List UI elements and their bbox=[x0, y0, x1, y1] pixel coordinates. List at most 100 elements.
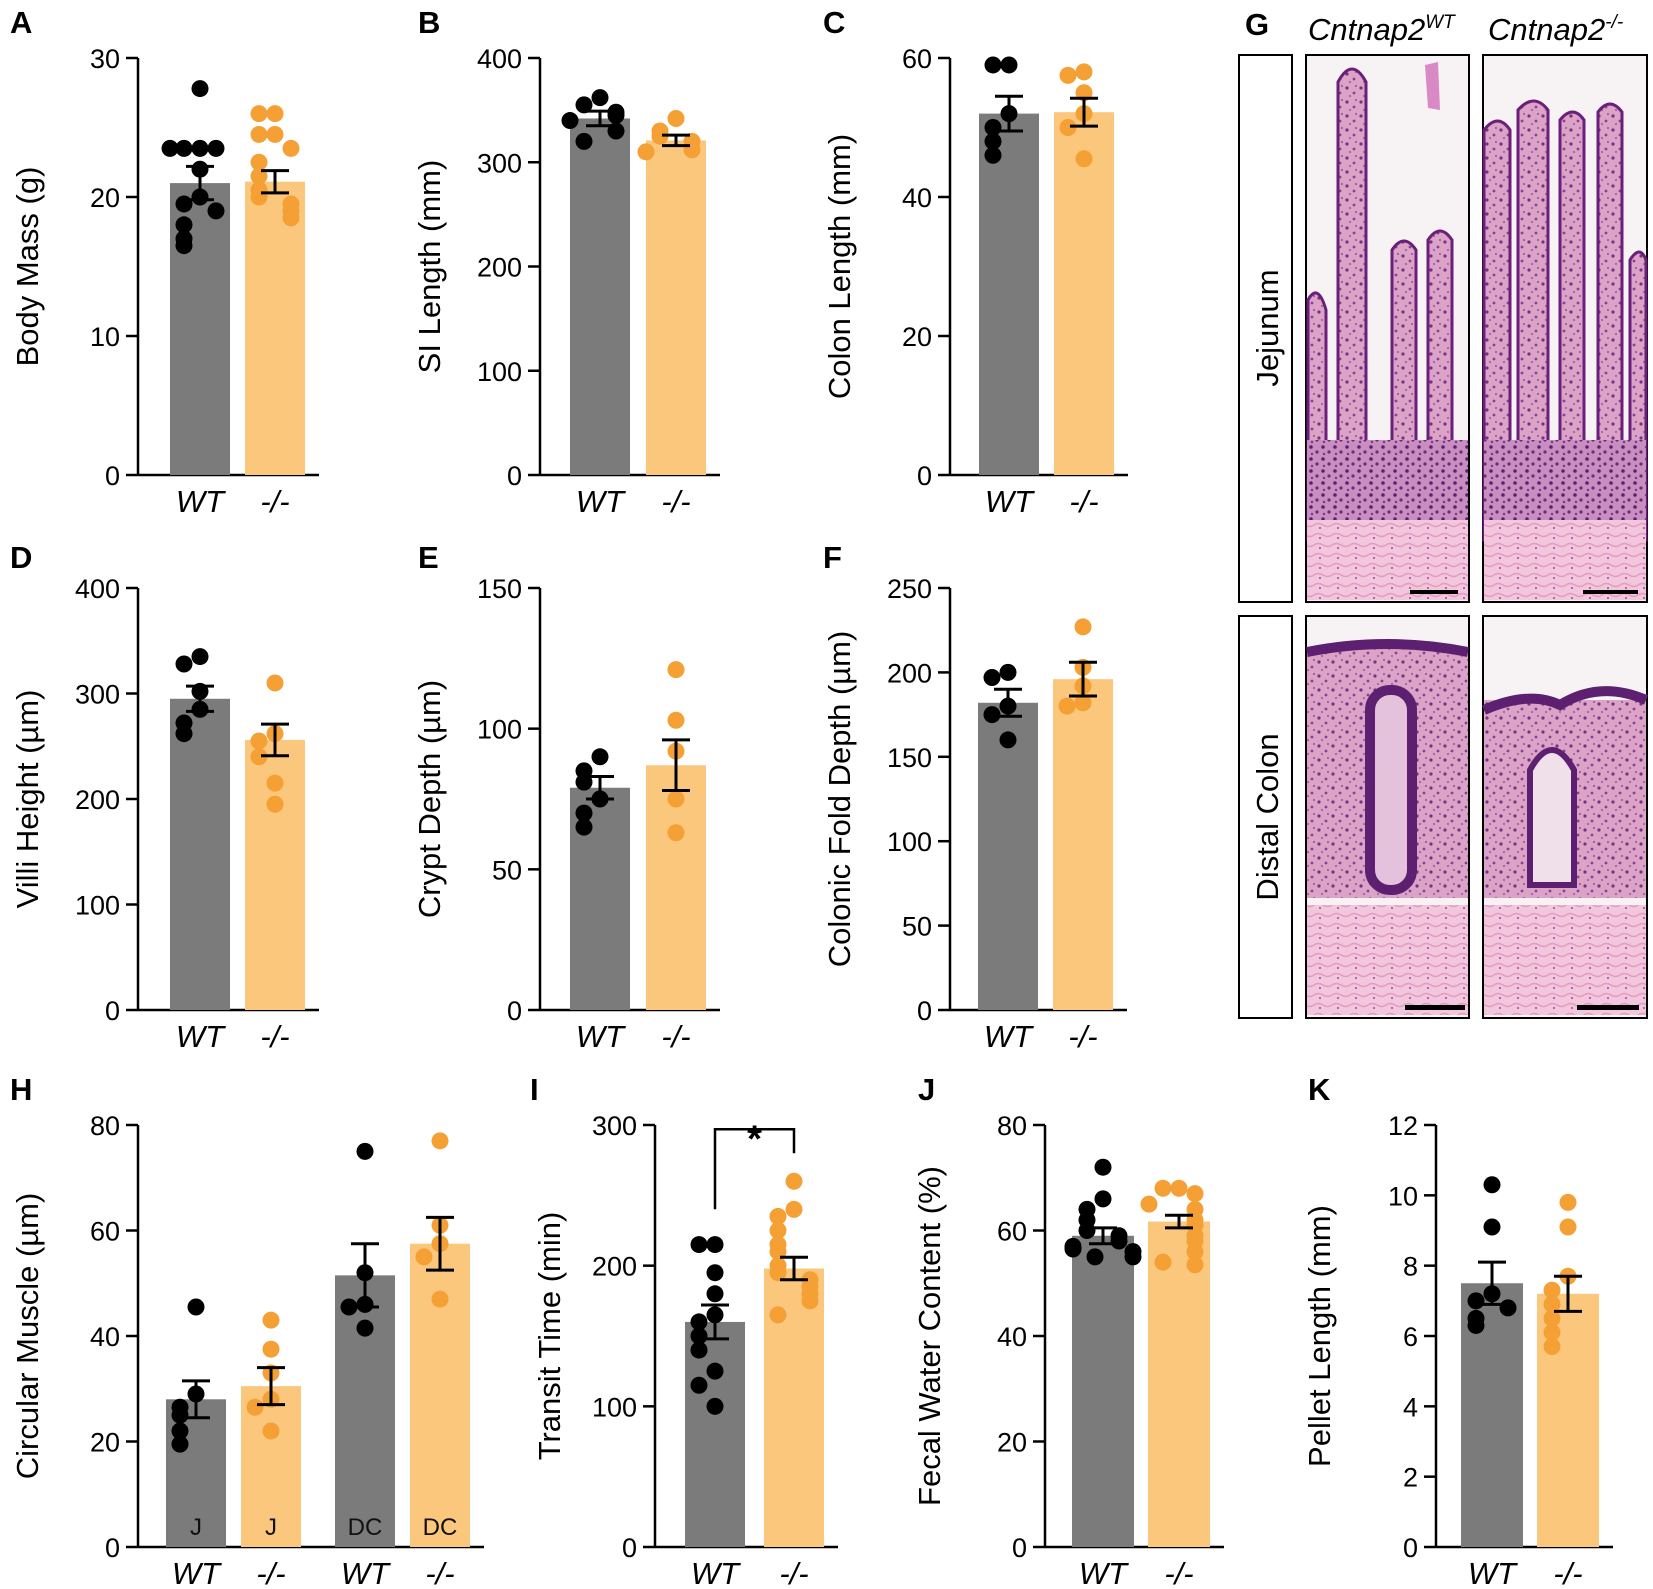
y-tick-label-i: 0 bbox=[622, 1533, 637, 1563]
micrograph-jejunum-wt bbox=[1305, 54, 1470, 603]
y-tick-label-d: 300 bbox=[75, 680, 120, 710]
data-point-f bbox=[1074, 618, 1092, 636]
y-axis-label-f: Colonic Fold Depth (µm) bbox=[822, 631, 857, 968]
y-tick-label-a: 0 bbox=[105, 461, 120, 491]
data-point-k bbox=[1559, 1218, 1577, 1236]
data-point-k bbox=[1467, 1316, 1485, 1334]
panel-letter-j: J bbox=[918, 1072, 935, 1107]
panel-e: E 0 50 100 150 Crypt Depth (µm) WT -/- bbox=[412, 540, 720, 1054]
data-point-k bbox=[1483, 1176, 1501, 1194]
data-point-a bbox=[282, 209, 300, 227]
bar-inner-label-h: DC bbox=[423, 1514, 458, 1541]
data-point-i bbox=[690, 1341, 708, 1359]
data-point-d bbox=[175, 655, 193, 673]
y-tick-label-b: 300 bbox=[477, 148, 522, 178]
panel-letter-k: K bbox=[1308, 1072, 1331, 1107]
data-point-b bbox=[667, 109, 685, 127]
row-label-jejunum: Jejunum bbox=[1250, 269, 1285, 386]
y-tick-label-e: 50 bbox=[492, 855, 522, 885]
y-tick-label-j: 40 bbox=[997, 1322, 1027, 1352]
data-point-j bbox=[1154, 1179, 1172, 1197]
micrograph-distal-colon-ko bbox=[1482, 615, 1648, 1019]
data-point-k bbox=[1543, 1309, 1561, 1327]
y-tick-label-b: 100 bbox=[477, 357, 522, 387]
data-point-h bbox=[431, 1132, 449, 1150]
data-point-a bbox=[207, 202, 225, 220]
bar-inner-label-h: J bbox=[190, 1514, 202, 1541]
data-point-c bbox=[1075, 150, 1093, 168]
data-point-i bbox=[769, 1207, 787, 1225]
significance-bracket-i bbox=[713, 1128, 796, 1210]
y-tick-label-d: 100 bbox=[75, 891, 120, 921]
data-point-a bbox=[175, 237, 193, 255]
x-tick-label-f: -/- bbox=[1068, 1019, 1097, 1054]
panel-i: I 0 100 200 300 Transit Time (min) WT -/- * bbox=[530, 1072, 838, 1589]
data-point-e bbox=[575, 818, 593, 836]
data-point-a bbox=[175, 139, 193, 157]
data-point-d bbox=[266, 674, 284, 692]
y-tick-label-k: 0 bbox=[1403, 1533, 1418, 1563]
x-tick-label-d: WT bbox=[176, 1019, 226, 1054]
y-axis-label-k: Pellet Length (mm) bbox=[1302, 1205, 1337, 1467]
x-tick-label-j: -/- bbox=[1164, 1556, 1193, 1589]
y-tick-label-d: 400 bbox=[75, 574, 120, 604]
panel-f: F 0 50 100 150 200 250 Colonic Fold Depth (µm) W… bbox=[822, 540, 1127, 1054]
panel-letter-f: F bbox=[823, 540, 842, 575]
y-axis-label-b: SI Length (mm) bbox=[412, 160, 447, 374]
data-point-e bbox=[667, 661, 685, 679]
data-point-h bbox=[246, 1398, 264, 1416]
y-tick-label-k: 8 bbox=[1403, 1252, 1418, 1282]
y-axis-label-i: Transit Time (min) bbox=[532, 1212, 567, 1461]
data-point-i bbox=[706, 1264, 724, 1282]
bar-b-1 bbox=[646, 140, 706, 476]
y-tick-label-j: 60 bbox=[997, 1217, 1027, 1247]
y-axis-label-c: Colon Length (mm) bbox=[822, 134, 857, 399]
row-label-box-distal-colon bbox=[1238, 615, 1293, 1019]
data-point-j bbox=[1140, 1195, 1158, 1213]
x-tick-label-h: -/- bbox=[256, 1556, 285, 1589]
y-tick-label-i: 100 bbox=[592, 1392, 637, 1422]
data-point-e bbox=[667, 824, 685, 842]
x-tick-label-c: -/- bbox=[1069, 484, 1098, 519]
bar-b-0 bbox=[570, 118, 630, 475]
data-point-h bbox=[171, 1422, 189, 1440]
data-point-a bbox=[250, 153, 268, 171]
y-tick-label-f: 100 bbox=[887, 827, 932, 857]
data-point-f bbox=[983, 706, 1001, 724]
y-tick-label-k: 10 bbox=[1388, 1181, 1418, 1211]
data-point-a bbox=[207, 139, 225, 157]
col-header-wt-sup: WT bbox=[1425, 12, 1456, 33]
data-point-d bbox=[250, 748, 268, 766]
y-tick-label-j: 20 bbox=[997, 1428, 1027, 1458]
panel-a: A 0 10 20 30 Body Mass (g) WT -/- bbox=[10, 5, 319, 519]
data-point-k bbox=[1499, 1299, 1517, 1317]
micrograph-distal-colon-wt bbox=[1305, 615, 1470, 1019]
panel-letter-i: I bbox=[530, 1072, 539, 1107]
data-point-c bbox=[984, 146, 1002, 164]
panel-k: K 0 2 4 6 8 10 12 Pellet Length (mm) WT -/- bbox=[1302, 1072, 1613, 1589]
data-point-d bbox=[266, 774, 284, 792]
data-point-b bbox=[683, 141, 701, 159]
x-tick-label-j: WT bbox=[1079, 1556, 1129, 1589]
data-point-j bbox=[1094, 1158, 1112, 1176]
bar-f-1 bbox=[1053, 679, 1113, 1010]
panel-letter-d: D bbox=[10, 540, 32, 575]
y-tick-label-d: 200 bbox=[75, 785, 120, 815]
x-tick-label-e: -/- bbox=[661, 1019, 690, 1054]
data-point-h bbox=[171, 1435, 189, 1453]
data-point-i bbox=[706, 1236, 724, 1254]
bar-c-0 bbox=[979, 113, 1039, 475]
data-point-i bbox=[690, 1236, 708, 1254]
col-header-ko-sup: -/- bbox=[1605, 12, 1623, 33]
x-tick-label-k: -/- bbox=[1553, 1556, 1582, 1589]
data-point-b bbox=[651, 127, 669, 145]
y-tick-label-f: 250 bbox=[887, 574, 932, 604]
data-point-j bbox=[1186, 1256, 1204, 1274]
data-point-j bbox=[1110, 1232, 1128, 1250]
data-point-h bbox=[171, 1406, 189, 1424]
data-point-e bbox=[667, 711, 685, 729]
data-point-a bbox=[250, 188, 268, 206]
y-tick-label-b: 200 bbox=[477, 253, 522, 283]
panel-h: H 0 20 40 60 80 Circular Muscle (µm) WT J -/- J WT D… bbox=[10, 1072, 484, 1589]
data-point-i bbox=[801, 1292, 819, 1310]
